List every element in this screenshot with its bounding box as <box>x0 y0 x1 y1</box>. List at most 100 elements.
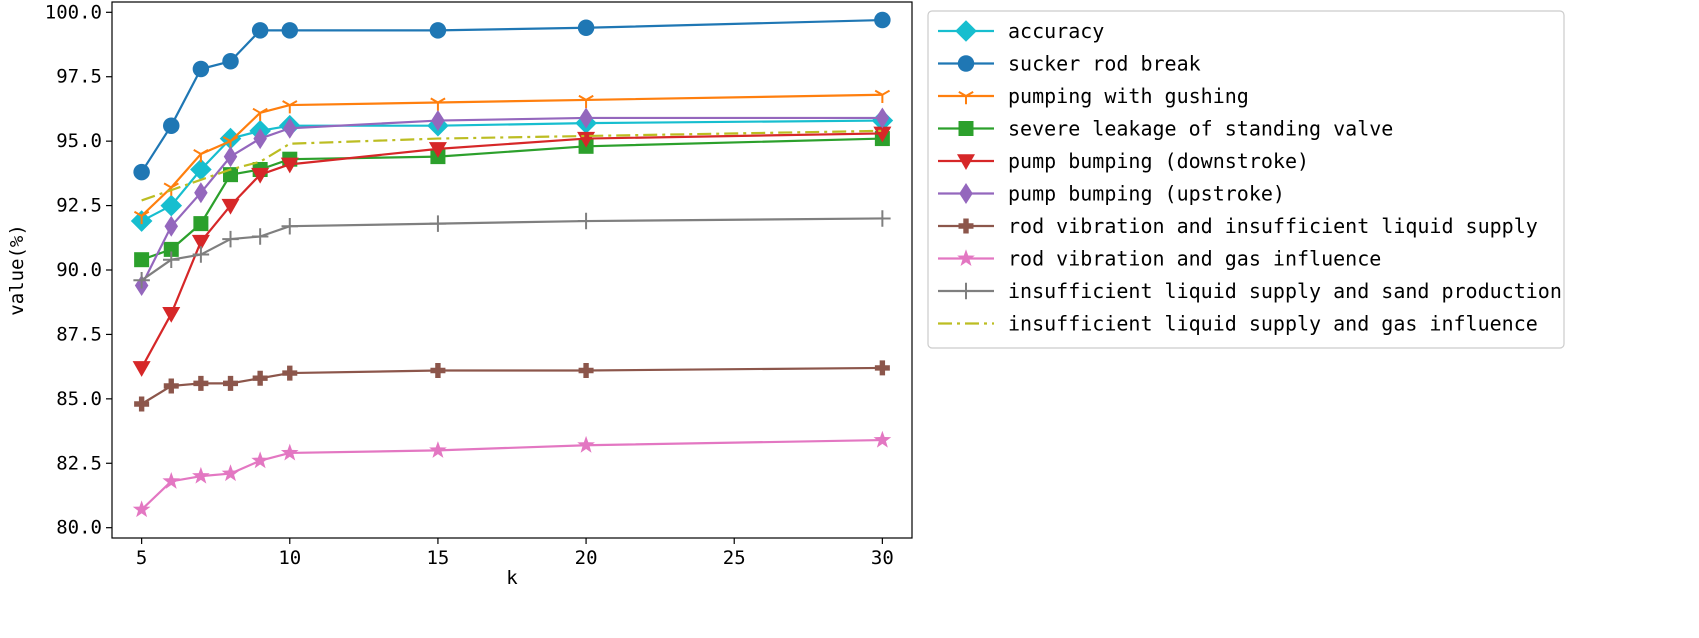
legend-label: accuracy <box>1008 19 1104 43</box>
legend-marker <box>958 121 974 136</box>
data-point <box>252 370 268 386</box>
legend-label: pump bumping (downstroke) <box>1008 149 1309 173</box>
y-tick-label: 95.0 <box>56 130 102 152</box>
data-point <box>134 252 150 268</box>
data-point <box>163 182 179 196</box>
data-point <box>252 107 268 122</box>
data-point <box>192 246 210 263</box>
data-point <box>430 363 446 378</box>
y-tick-label: 87.5 <box>56 323 102 345</box>
data-point <box>280 157 299 174</box>
legend-marker <box>958 91 974 105</box>
y-axis-label: value(%) <box>6 224 28 316</box>
data-point <box>133 163 150 181</box>
legend-item: insufficient liquid supply and gas influ… <box>938 312 1538 336</box>
series-10 <box>141 129 883 202</box>
series-8 <box>132 430 892 518</box>
data-point <box>164 215 179 237</box>
data-point <box>223 146 238 168</box>
data-point <box>193 375 209 391</box>
series-2 <box>133 11 891 181</box>
series-line <box>141 366 883 405</box>
data-point <box>282 100 298 114</box>
data-point <box>251 451 269 469</box>
data-point <box>874 11 891 29</box>
legend-label: insufficient liquid supply and gas influ… <box>1008 312 1538 336</box>
series-7 <box>134 360 890 412</box>
legend-label: sucker rod break <box>1008 52 1201 76</box>
legend-item: insufficient liquid supply and sand prod… <box>938 279 1562 303</box>
data-point <box>251 167 270 184</box>
legend-label: pumping with gushing <box>1008 84 1249 108</box>
data-point <box>429 215 447 232</box>
x-tick-label: 30 <box>871 547 894 569</box>
data-point <box>281 22 299 39</box>
series-9 <box>133 210 891 289</box>
data-point <box>222 230 239 248</box>
data-point <box>875 107 890 129</box>
series-line <box>140 93 883 217</box>
data-point <box>191 234 210 251</box>
legend-item: pumping with gushing <box>938 84 1249 108</box>
data-point <box>251 22 269 39</box>
data-point <box>874 210 891 227</box>
data-point <box>132 500 151 518</box>
data-point <box>132 361 151 377</box>
data-point <box>577 212 595 230</box>
data-point <box>134 396 150 412</box>
x-tick-label: 25 <box>723 547 746 569</box>
series-line <box>141 217 883 282</box>
data-point <box>579 107 593 129</box>
data-point <box>873 126 892 143</box>
data-point <box>163 241 179 257</box>
legend-marker <box>957 55 975 72</box>
data-point <box>222 53 239 70</box>
data-point <box>133 210 150 225</box>
data-point <box>428 142 447 158</box>
legend-label: severe leakage of standing valve <box>1008 117 1393 141</box>
data-point <box>163 117 180 134</box>
data-point <box>874 360 890 376</box>
data-point <box>162 472 181 489</box>
data-point <box>192 60 210 78</box>
x-axis-label: k <box>506 567 518 589</box>
legend-item: sucker rod break <box>938 52 1201 76</box>
legend-label: rod vibration and gas influence <box>1008 247 1381 271</box>
data-point <box>221 464 240 482</box>
legend-label: insufficient liquid supply and sand prod… <box>1008 279 1562 303</box>
x-tick-label: 15 <box>426 547 449 569</box>
series-line <box>141 129 883 202</box>
legend-label: pump bumping (upstroke) <box>1008 182 1285 206</box>
legend-box <box>927 10 1565 349</box>
data-point <box>192 466 210 484</box>
data-point <box>194 182 208 204</box>
y-tick-label: 90.0 <box>56 259 102 281</box>
plot-frame <box>111 1 913 539</box>
data-point <box>873 430 892 448</box>
legend-label: rod vibration and insufficient liquid su… <box>1008 214 1538 238</box>
legend-item: accuracy <box>938 19 1104 43</box>
data-point <box>430 97 446 111</box>
data-point <box>578 363 594 378</box>
data-point <box>163 251 180 268</box>
legend-marker <box>959 183 973 204</box>
legend-marker <box>957 154 975 170</box>
x-tick-label: 5 <box>136 547 147 569</box>
data-point <box>193 216 209 232</box>
y-tick-label: 100.0 <box>45 1 102 23</box>
legend-item: pump bumping (upstroke) <box>938 182 1285 206</box>
data-point <box>431 110 445 132</box>
x-tick-label: 20 <box>575 547 598 569</box>
data-point <box>577 435 595 453</box>
legend-item: rod vibration and gas influence <box>938 247 1381 271</box>
series-6 <box>134 107 890 296</box>
data-point <box>251 228 269 245</box>
data-point <box>133 272 150 289</box>
x-tick-label: 10 <box>278 547 301 569</box>
y-tick-label: 80.0 <box>56 517 102 539</box>
data-point <box>162 307 181 323</box>
data-point <box>578 94 594 109</box>
y-axis: 80.0 82.5 85.0 87.5 90.0 92.5 95.0 97.5 100.0 <box>45 1 112 539</box>
series-line <box>140 438 883 511</box>
